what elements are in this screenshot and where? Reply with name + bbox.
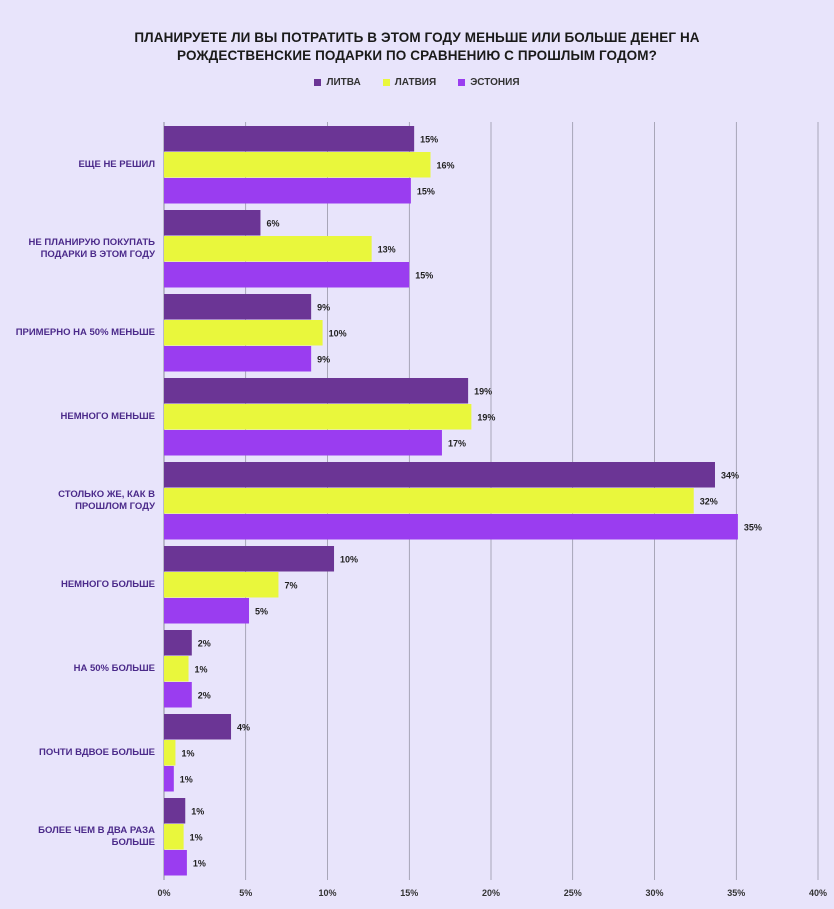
- category-label-0: ЕЩЕ НЕ РЕШИЛ: [78, 158, 155, 170]
- legend-item-estonia: ЭСТОНИЯ: [458, 77, 520, 88]
- bar-4-1: [164, 488, 694, 514]
- data-label-0-2: 15%: [417, 186, 435, 196]
- data-label-3-2: 17%: [448, 438, 466, 448]
- data-label-4-1: 32%: [700, 496, 718, 506]
- legend-item-latvia: ЛАТВИЯ: [382, 77, 437, 88]
- bar-0-2: [164, 178, 411, 204]
- data-label-0-0: 15%: [420, 134, 438, 144]
- data-label-1-1: 13%: [378, 244, 396, 254]
- data-label-8-1: 1%: [190, 832, 203, 842]
- data-label-3-1: 19%: [477, 412, 495, 422]
- category-label-8: БОЛЕЕ ЧЕМ В ДВА РАЗА БОЛЬШЕ: [38, 824, 155, 848]
- data-label-0-1: 16%: [437, 160, 455, 170]
- x-tick-label-35: 35%: [727, 888, 745, 898]
- bar-2-2: [164, 346, 312, 372]
- data-label-4-2: 35%: [744, 522, 762, 532]
- data-label-8-0: 1%: [191, 806, 204, 816]
- data-label-8-2: 1%: [193, 858, 206, 868]
- data-label-5-2: 5%: [255, 606, 268, 616]
- category-label-5: НЕМНОГО БОЛЬШЕ: [60, 578, 155, 590]
- bar-6-1: [164, 656, 189, 682]
- bar-6-0: [164, 630, 192, 656]
- x-tick-label-10: 10%: [318, 888, 336, 898]
- legend-swatch-estonia: [458, 79, 466, 86]
- bar-1-0: [164, 210, 261, 236]
- x-tick-label-20: 20%: [482, 888, 500, 898]
- data-label-2-0: 9%: [317, 302, 330, 312]
- legend-swatch-latvia: [382, 79, 390, 86]
- category-label-6: НА 50% БОЛЬШЕ: [73, 662, 155, 674]
- bar-4-2: [164, 514, 738, 540]
- category-label-1: НЕ ПЛАНИРУЮ ПОКУПАТЬ ПОДАРКИ В ЭТОМ ГОДУ: [28, 236, 155, 260]
- bar-5-0: [164, 546, 335, 572]
- legend-label-lithuania: ЛИТВА: [326, 77, 361, 88]
- x-tick-label-5: 5%: [239, 888, 252, 898]
- data-label-4-0: 34%: [721, 470, 739, 480]
- data-label-1-2: 15%: [415, 270, 433, 280]
- bar-6-2: [164, 682, 192, 708]
- category-label-3: НЕМНОГО МЕНЬШЕ: [60, 410, 155, 422]
- bar-7-0: [164, 714, 232, 740]
- x-tick-label-0: 0%: [157, 888, 170, 898]
- data-label-1-0: 6%: [266, 218, 279, 228]
- legend-label-latvia: ЛАТВИЯ: [394, 77, 437, 88]
- data-label-3-0: 19%: [474, 386, 492, 396]
- category-label-2: ПРИМЕРНО НА 50% МЕНЬШЕ: [15, 326, 155, 338]
- category-label-4: СТОЛЬКО ЖЕ, КАК В ПРОШЛОМ ГОДУ: [58, 488, 155, 512]
- bar-4-0: [164, 462, 715, 488]
- chart-title-line-2: РОЖДЕСТВЕНСКИЕ ПОДАРКИ ПО СРАВНЕНИЮ С ПР…: [177, 48, 657, 63]
- data-label-6-2: 2%: [198, 690, 211, 700]
- bar-2-0: [164, 294, 312, 320]
- x-tick-label-40: 40%: [809, 888, 827, 898]
- bar-5-2: [164, 598, 250, 624]
- data-label-2-2: 9%: [317, 354, 330, 364]
- data-label-7-2: 1%: [180, 774, 193, 784]
- bar-7-2: [164, 766, 174, 792]
- x-tick-label-30: 30%: [645, 888, 663, 898]
- bar-5-1: [164, 572, 279, 598]
- data-label-5-0: 10%: [340, 554, 358, 564]
- bar-3-1: [164, 404, 472, 430]
- data-label-7-0: 4%: [237, 722, 250, 732]
- bar-8-2: [164, 850, 187, 876]
- bar-1-2: [164, 262, 410, 288]
- bar-8-0: [164, 798, 186, 824]
- data-label-6-0: 2%: [198, 638, 211, 648]
- bar-2-1: [164, 320, 323, 346]
- chart-title-line-1: ПЛАНИРУЕТЕ ЛИ ВЫ ПОТРАТИТЬ В ЭТОМ ГОДУ М…: [134, 30, 700, 45]
- data-label-7-1: 1%: [181, 748, 194, 758]
- bar-3-2: [164, 430, 442, 456]
- bar-0-1: [164, 152, 431, 178]
- bar-1-1: [164, 236, 372, 262]
- bar-8-1: [164, 824, 184, 850]
- data-label-6-1: 1%: [195, 664, 208, 674]
- data-label-2-1: 10%: [329, 328, 347, 338]
- bar-7-1: [164, 740, 176, 766]
- legend-label-estonia: ЭСТОНИЯ: [470, 77, 520, 88]
- data-label-5-1: 7%: [284, 580, 297, 590]
- chart-legend: ЛИТВА ЛАТВИЯ ЭСТОНИЯ: [0, 77, 834, 88]
- category-label-7: ПОЧТИ ВДВОЕ БОЛЬШЕ: [38, 746, 155, 758]
- x-tick-label-15: 15%: [400, 888, 418, 898]
- x-tick-label-25: 25%: [564, 888, 582, 898]
- bar-3-0: [164, 378, 469, 404]
- bar-0-0: [164, 126, 415, 152]
- legend-item-lithuania: ЛИТВА: [314, 77, 361, 88]
- legend-swatch-lithuania: [314, 79, 322, 86]
